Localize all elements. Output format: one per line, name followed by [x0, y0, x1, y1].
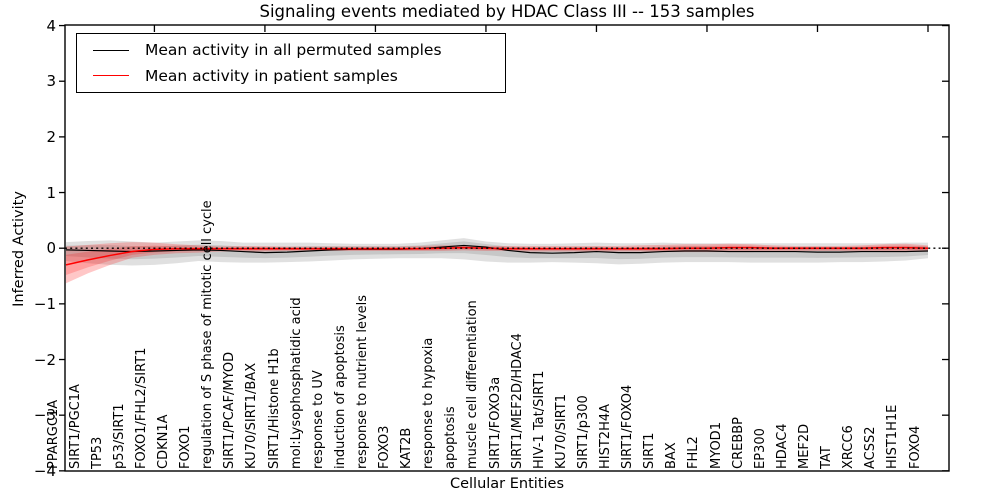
x-tick-label: p53/SIRT1: [111, 403, 127, 469]
y-tick-label: −2: [33, 350, 56, 369]
x-tick-label: EP300: [752, 428, 768, 469]
x-tick-label: KU70/SIRT1: [553, 394, 569, 469]
y-tick-label: −4: [33, 461, 56, 480]
x-tick-label: HIV-1 Tat/SIRT1: [531, 370, 547, 469]
x-tick-label: SIRT1/FOXO4: [620, 384, 636, 469]
x-tick-label: SIRT1/MEF2D/HDAC4: [509, 333, 525, 469]
x-tick-label: muscle cell differentiation: [465, 300, 481, 469]
x-tick-label: MEF2D: [796, 423, 812, 469]
legend-label: Mean activity in patient samples: [145, 66, 398, 85]
x-tick-label: MYOD1: [708, 422, 724, 469]
legend-line-sample-black: [93, 49, 129, 51]
legend: Mean activity in all permuted samples Me…: [76, 33, 506, 93]
patient-std-band: [66, 242, 928, 284]
x-tick-label: HDAC4: [774, 423, 790, 469]
x-tick-label: CREBBP: [730, 417, 746, 469]
x-axis-label: Cellular Entities: [449, 476, 565, 492]
x-tick-label: SIRT1: [642, 432, 658, 469]
x-tick-label: FOXO1: [178, 425, 194, 469]
legend-line-sample-red: [93, 75, 129, 77]
x-tick-label: SIRT1/PCAF/MYOD: [222, 351, 238, 469]
x-tick-label: CDKN1A: [156, 414, 171, 469]
x-tick-label: KU70/SIRT1/BAX: [244, 362, 260, 469]
x-tick-label: FHL2: [686, 436, 702, 469]
y-tick-label: 2: [46, 127, 56, 146]
x-tick-label: SIRT1/FOXO3a: [487, 376, 503, 469]
x-tick-label: FOXO4: [907, 425, 923, 469]
x-tick-label: KAT2B: [399, 427, 415, 469]
y-tick-label: 3: [46, 72, 56, 91]
y-tick-label: −3: [33, 406, 56, 425]
y-tick-label: 0: [46, 239, 56, 258]
legend-item-permuted: Mean activity in all permuted samples: [77, 41, 505, 59]
x-tick-label: SIRT1/PGC1A: [67, 384, 83, 469]
x-tick-label: response to hypoxia: [421, 337, 437, 469]
x-tick-label: ACSS2: [863, 426, 879, 469]
x-tick-label: PPARGC1A: [45, 399, 61, 469]
x-tick-label: SIRT1/Histone H1b: [266, 348, 282, 469]
x-tick-label: TP53: [89, 436, 105, 469]
permuted-std-band: [66, 238, 928, 266]
x-tick-label: HIST1H1E: [885, 404, 901, 469]
legend-item-patient: Mean activity in patient samples: [77, 67, 505, 85]
x-tick-label: response to UV: [310, 370, 326, 469]
x-tick-label: HIST2H4A: [598, 403, 614, 469]
x-tick-label: induction of apoptosis: [332, 325, 348, 469]
x-tick-label: FOXO3: [377, 425, 393, 469]
chart-title: Signaling events mediated by HDAC Class …: [259, 2, 755, 21]
y-tick-label: −1: [33, 294, 56, 313]
x-tick-label: response to nutrient levels: [354, 294, 370, 469]
x-tick-label: TAT: [819, 446, 835, 469]
x-tick-label: BAX: [664, 442, 680, 469]
x-tick-label: FOXO1/FHL2/SIRT1: [133, 347, 149, 469]
permuted-std-band: [66, 241, 928, 260]
y-tick-label: 4: [46, 16, 56, 35]
x-tick-label: SIRT1/p300: [575, 395, 591, 469]
x-tick-label: apoptosis: [443, 406, 459, 469]
x-tick-label: regulation of S phase of mitotic cell cy…: [200, 200, 216, 469]
x-tick-label: XRCC6: [841, 425, 857, 469]
legend-label: Mean activity in all permuted samples: [145, 41, 442, 60]
x-tick-label: mol:Lysophosphatidic acid: [288, 297, 304, 469]
y-tick-label: 1: [46, 183, 56, 202]
